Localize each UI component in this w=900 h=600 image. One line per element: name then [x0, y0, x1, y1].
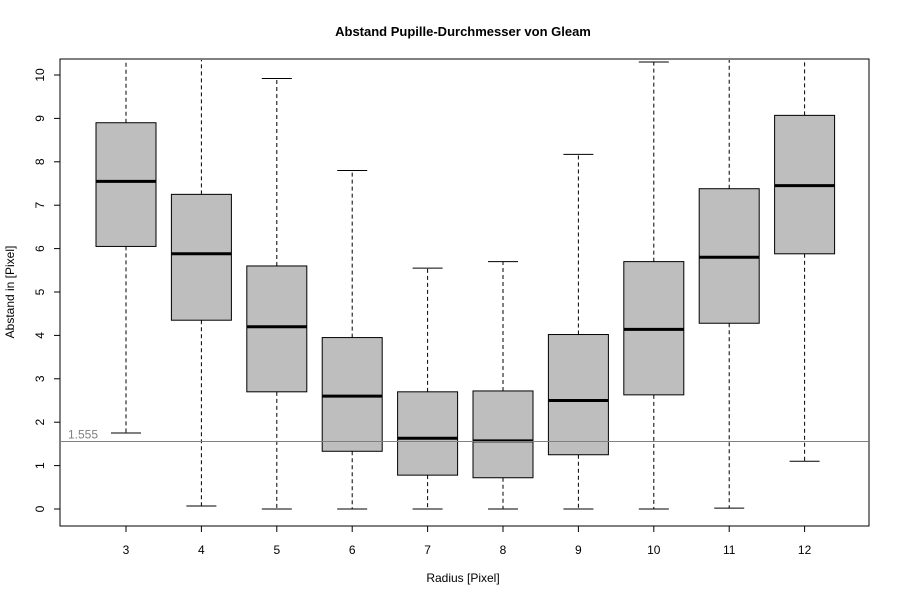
x-tick-label: 5: [273, 543, 280, 557]
y-tick-label: 0: [33, 505, 47, 512]
y-tick-label: 8: [33, 158, 47, 165]
y-tick-label: 10: [33, 68, 47, 82]
x-axis-label: Radius [Pixel]: [426, 571, 499, 585]
y-axis: 0 1 2 3 4 5 6 7 8 9 10: [33, 68, 60, 512]
box-10: [623, 61, 685, 510]
y-tick-label: 6: [33, 245, 47, 252]
y-tick-label: 1: [33, 462, 47, 469]
box-12: [774, 60, 836, 462]
x-tick-label: 6: [349, 543, 356, 557]
box-9: [547, 153, 609, 510]
box-3: [95, 60, 157, 434]
y-tick-label: 3: [33, 375, 47, 382]
x-tick-label: 9: [575, 543, 582, 557]
x-tick-label: 12: [798, 543, 812, 557]
x-tick-label: 10: [647, 543, 661, 557]
box-5: [246, 77, 308, 510]
y-tick-label: 5: [33, 288, 47, 295]
reference-line-label: 1.555: [68, 428, 98, 442]
x-tick-label: 11: [723, 543, 736, 557]
box-iqr: [95, 122, 157, 247]
y-tick-label: 2: [33, 419, 47, 426]
x-tick-label: 3: [123, 543, 130, 557]
y-tick-label: 7: [33, 202, 47, 209]
y-tick-label: 9: [33, 115, 47, 122]
box-6: [321, 169, 383, 510]
box-iqr: [321, 337, 383, 452]
y-axis-label: Abstand in [Pixel]: [3, 246, 17, 339]
y-tick-label: 4: [33, 332, 47, 339]
x-tick-label: 4: [198, 543, 205, 557]
box-7: [397, 267, 459, 510]
reference-line-group: 1.555: [60, 428, 869, 443]
box-iqr: [246, 265, 308, 393]
x-tick-label: 8: [500, 543, 507, 557]
chart-title: Abstand Pupille-Durchmesser von Gleam: [335, 24, 591, 39]
box-iqr: [547, 334, 609, 456]
box-iqr: [472, 390, 534, 479]
box-iqr: [397, 391, 459, 476]
box-iqr: [170, 193, 232, 321]
boxes: [95, 60, 836, 510]
box-11: [698, 60, 760, 509]
x-tick-label: 7: [424, 543, 431, 557]
box-4: [170, 60, 232, 507]
box-8: [472, 261, 534, 510]
x-axis: 3 4 5 6 7 8 9 10 11 12: [123, 526, 812, 557]
